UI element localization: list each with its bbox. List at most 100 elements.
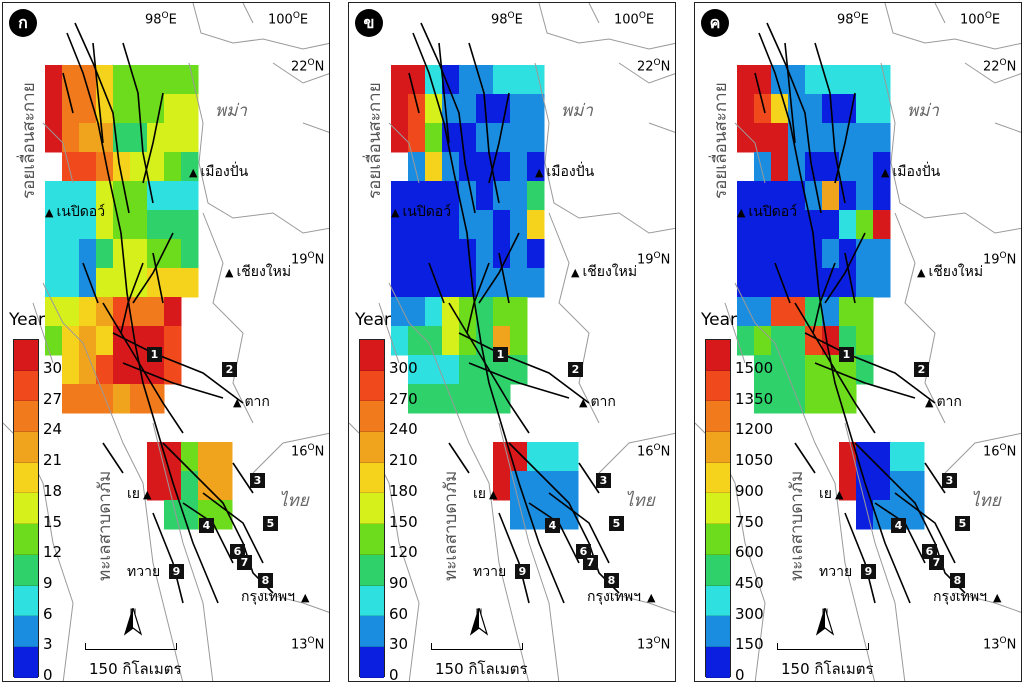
city-muang-pan: ▲ เมืองปั่น <box>189 164 249 180</box>
legend-tick-label: 60 <box>389 604 409 623</box>
border-line <box>538 3 675 50</box>
hazard-cell <box>181 123 199 153</box>
border-line <box>548 212 600 424</box>
border-line <box>894 212 946 424</box>
hazard-cell <box>788 239 806 269</box>
hazard-cell <box>873 471 891 501</box>
hazard-cell <box>459 239 477 269</box>
hazard-cell <box>771 355 789 385</box>
border-line <box>598 432 675 613</box>
legend-tick-label: 18 <box>43 481 63 500</box>
hazard-cell <box>856 326 874 356</box>
fault-trace <box>448 302 570 434</box>
hazard-cell <box>147 152 165 182</box>
hazard-cell <box>839 297 857 327</box>
hazard-cell <box>527 471 545 501</box>
hazard-cell <box>181 239 199 269</box>
legend-swatch <box>360 370 384 402</box>
fault-trace <box>420 22 476 214</box>
hazard-cell <box>147 471 165 501</box>
hazard-cell <box>771 326 789 356</box>
hazard-cell <box>493 181 511 211</box>
hazard-cell <box>62 94 80 124</box>
hazard-cell <box>79 326 97 356</box>
hazard-cell <box>510 94 528 124</box>
site-badge-4: 4 <box>199 518 214 533</box>
lon-98-label: 98OE <box>837 11 869 28</box>
fault-trace <box>412 32 565 604</box>
hazard-cell <box>425 297 443 327</box>
legend-swatch <box>14 462 38 494</box>
hazard-cell <box>788 384 806 414</box>
hazard-cell <box>425 181 443 211</box>
legend-swatch <box>706 585 730 617</box>
hazard-cell <box>62 384 80 414</box>
site-badge-8: 8 <box>258 573 273 588</box>
hazard-cell <box>771 297 789 327</box>
north-arrow-icon: N <box>815 608 835 636</box>
hazard-cell <box>459 94 477 124</box>
hazard-cell <box>737 326 755 356</box>
fault-trace <box>428 252 510 474</box>
hazard-cell <box>459 268 477 298</box>
hazard-cell <box>425 152 443 182</box>
hazard-cell <box>96 268 114 298</box>
hazard-cell <box>164 152 182 182</box>
border-line <box>934 3 1021 133</box>
hazard-cell <box>408 355 426 385</box>
hazard-cell <box>79 152 97 182</box>
hazard-cell <box>45 123 63 153</box>
map-panel-a: ก 98OE 100OE 22ON 19ON 16ON 13ON พม่า ไท… <box>2 2 330 682</box>
fault-trace <box>774 252 856 474</box>
country-myanmar-label: พม่า <box>561 101 593 121</box>
hazard-cell <box>737 94 755 124</box>
hazard-cell <box>113 239 131 269</box>
triangle-icon: ▲ <box>925 396 934 409</box>
city-chiang-mai: ▲ เชียงใหม่ <box>571 264 638 280</box>
hazard-cell <box>856 471 874 501</box>
hazard-cell <box>164 210 182 240</box>
hazard-cell <box>737 123 755 153</box>
lon-100-label: 100OE <box>268 11 309 28</box>
hazard-cell <box>425 355 443 385</box>
hazard-cell <box>856 123 874 153</box>
hazard-cell <box>754 384 772 414</box>
country-thailand-label: ไทย <box>971 491 1001 511</box>
city-dawei: ทวาย <box>819 564 853 580</box>
site-badge-8: 8 <box>604 573 619 588</box>
color-legend <box>13 339 39 678</box>
city-tak: ▲ ตาก <box>579 394 616 410</box>
hazard-cell <box>822 210 840 240</box>
hazard-cell <box>754 297 772 327</box>
scale-bar <box>431 643 523 650</box>
fault-trace <box>152 462 254 604</box>
hazard-cell <box>459 152 477 182</box>
hazard-cell <box>164 239 182 269</box>
hazard-cell <box>737 210 755 240</box>
site-badge-1: 1 <box>147 347 162 362</box>
city-chiang-mai: ▲ เชียงใหม่ <box>225 264 292 280</box>
site-badge-9: 9 <box>515 564 530 579</box>
hazard-cell <box>754 94 772 124</box>
hazard-cell <box>215 442 233 472</box>
legend-tick-label: 90 <box>389 573 409 592</box>
hazard-cell <box>493 65 511 95</box>
hazard-cell <box>788 297 806 327</box>
hazard-cell <box>62 268 80 298</box>
hazard-cell <box>856 210 874 240</box>
hazard-cell <box>771 123 789 153</box>
hazard-cell <box>181 442 199 472</box>
hazard-cell <box>130 210 148 240</box>
border-line <box>734 282 876 681</box>
hazard-cell <box>164 268 182 298</box>
scale-label: 150 กิโลเมตร <box>781 660 874 678</box>
hazard-cell <box>873 181 891 211</box>
legend-tick-label: 120 <box>389 543 418 562</box>
hazard-cell <box>442 65 460 95</box>
site-badge-5: 5 <box>955 516 970 531</box>
hazard-cell <box>45 94 63 124</box>
hazard-cell <box>822 384 840 414</box>
hazard-cell <box>459 326 477 356</box>
border-line <box>588 3 675 133</box>
panel-letter: ก <box>9 9 37 37</box>
